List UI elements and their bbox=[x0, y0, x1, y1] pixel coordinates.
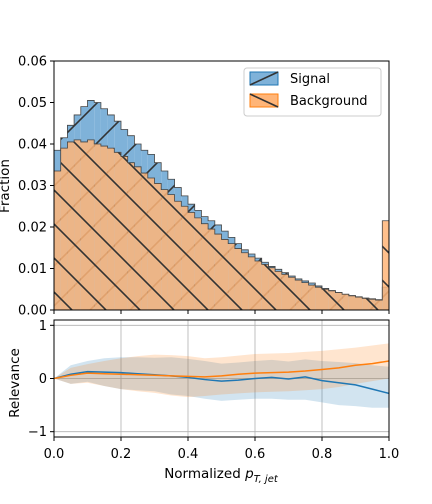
x-axis-label: Normalized pT, jet bbox=[164, 466, 279, 485]
top-x-ticks bbox=[53, 310, 390, 314]
bottom-ytick-label: 1 bbox=[39, 319, 47, 334]
legend-hatch-signal bbox=[249, 71, 279, 86]
top-ytick-label: 0.00 bbox=[18, 304, 47, 319]
x-axis-label-subscript: T, jet bbox=[254, 474, 279, 485]
x-axis-label-symbol: p bbox=[244, 466, 254, 482]
top-ytick-label: 0.06 bbox=[18, 55, 47, 70]
line-group-signal bbox=[54, 370, 389, 395]
bottom-xtick-label: 0.4 bbox=[178, 447, 199, 462]
relevance-background bbox=[54, 343, 389, 398]
bottom-xtick-label: 1.0 bbox=[379, 447, 400, 462]
bottom-xtick-label: 0.6 bbox=[245, 447, 266, 462]
series-background bbox=[54, 139, 389, 310]
bottom-grid bbox=[53, 320, 390, 437]
bottom-xtick-label: 0.2 bbox=[111, 447, 132, 462]
bottom-x-ticks: 0.0 0.2 0.4 0.6 0.8 1.0 bbox=[44, 437, 400, 462]
top-ytick-label: 0.05 bbox=[18, 96, 47, 111]
band-signal bbox=[54, 357, 389, 408]
legend: Signal Background bbox=[243, 67, 382, 117]
top-y-axis-label: Fraction bbox=[0, 159, 13, 213]
legend-label-signal: Signal bbox=[290, 72, 330, 87]
line-group-background bbox=[54, 360, 389, 380]
x-axis-label-prefix: Normalized bbox=[164, 466, 245, 482]
bottom-y-axis-label: Relevance bbox=[7, 348, 23, 418]
legend-item-background: Background bbox=[249, 93, 368, 109]
bottom-xtick-label: 0.0 bbox=[44, 447, 65, 462]
top-y-ticks: 0.00 0.01 0.02 0.03 0.04 0.05 0.06 bbox=[18, 55, 54, 319]
bottom-panel: 1 0 −1 0.0 0.2 0.4 0.6 0.8 1.0 Relevance Normal… bbox=[7, 319, 399, 485]
top-panel: 0.00 0.01 0.02 0.03 0.04 0.05 0.06 Fraction Si… bbox=[0, 55, 390, 319]
legend-hatch-background bbox=[249, 93, 279, 108]
bottom-xtick-label: 0.8 bbox=[312, 447, 333, 462]
bottom-y-ticks: 1 0 −1 bbox=[28, 319, 54, 440]
relevance-curves bbox=[54, 343, 389, 408]
relevance-signal bbox=[54, 357, 389, 408]
legend-label-background: Background bbox=[290, 94, 368, 109]
hatch-background bbox=[54, 139, 389, 310]
top-ytick-label: 0.04 bbox=[18, 138, 47, 153]
legend-item-signal: Signal bbox=[249, 71, 330, 87]
top-ytick-label: 0.01 bbox=[18, 262, 47, 277]
outline-background bbox=[54, 139, 389, 310]
bottom-ytick-label: 0 bbox=[39, 372, 47, 387]
band-background bbox=[54, 343, 389, 398]
line-background bbox=[54, 360, 389, 380]
line-signal bbox=[54, 370, 389, 395]
histogram-bars bbox=[54, 100, 389, 310]
bottom-ytick-label: −1 bbox=[28, 425, 47, 440]
top-ytick-label: 0.02 bbox=[18, 221, 47, 236]
top-ytick-label: 0.03 bbox=[18, 179, 47, 194]
